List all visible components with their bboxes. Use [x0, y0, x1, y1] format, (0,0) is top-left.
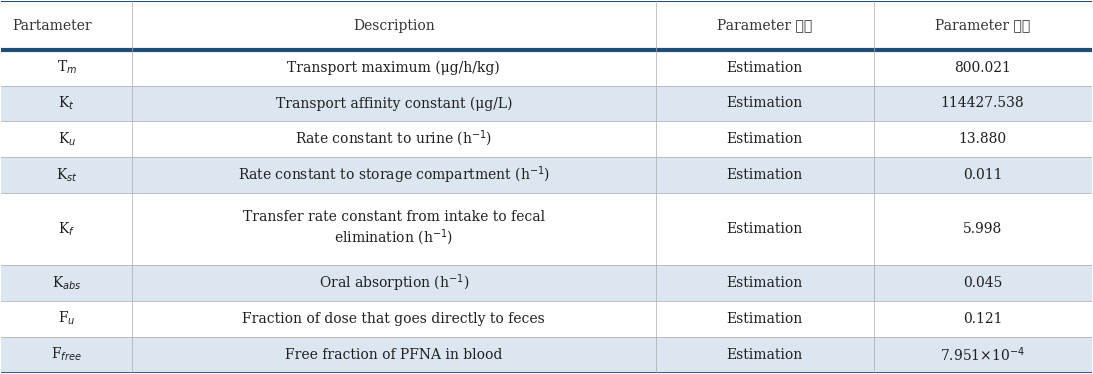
- Bar: [1, 157, 1092, 193]
- Bar: [1, 301, 1092, 337]
- Bar: [1, 50, 1092, 86]
- Text: Partameter: Partameter: [12, 19, 92, 33]
- Text: F$_{free}$: F$_{free}$: [51, 346, 82, 364]
- Text: Transport maximum (μg/h/kg): Transport maximum (μg/h/kg): [287, 60, 501, 75]
- Text: Estimation: Estimation: [727, 61, 802, 74]
- Text: 0.121: 0.121: [963, 312, 1002, 326]
- Bar: [1, 265, 1092, 301]
- Bar: [873, 1, 1092, 50]
- Text: Description: Description: [353, 19, 435, 33]
- Bar: [1, 193, 1092, 265]
- Bar: [132, 1, 656, 50]
- Text: Free fraction of PFNA in blood: Free fraction of PFNA in blood: [285, 348, 503, 362]
- Text: K$_u$: K$_u$: [58, 131, 75, 148]
- Text: Estimation: Estimation: [727, 96, 802, 110]
- Text: K$_{abs}$: K$_{abs}$: [52, 274, 82, 292]
- Text: Parameter 산출: Parameter 산출: [717, 19, 812, 33]
- Text: 7.951×10$^{-4}$: 7.951×10$^{-4}$: [940, 345, 1025, 364]
- Text: 114427.538: 114427.538: [941, 96, 1024, 110]
- Text: Estimation: Estimation: [727, 132, 802, 146]
- Bar: [656, 1, 873, 50]
- Text: Estimation: Estimation: [727, 348, 802, 362]
- Text: 5.998: 5.998: [963, 222, 1002, 236]
- Bar: [1, 86, 1092, 122]
- Text: Transfer rate constant from intake to fecal
elimination (h$^{-1}$): Transfer rate constant from intake to fe…: [243, 211, 545, 248]
- Text: 13.880: 13.880: [959, 132, 1007, 146]
- Bar: [1, 337, 1092, 373]
- Text: 0.011: 0.011: [963, 168, 1002, 182]
- Text: Estimation: Estimation: [727, 168, 802, 182]
- Text: 800.021: 800.021: [954, 61, 1011, 74]
- Text: F$_u$: F$_u$: [58, 310, 75, 328]
- Text: Rate constant to storage compartment (h$^{-1}$): Rate constant to storage compartment (h$…: [238, 165, 550, 186]
- Text: K$_f$: K$_f$: [58, 220, 75, 238]
- Bar: [1, 122, 1092, 157]
- Text: Estimation: Estimation: [727, 276, 802, 290]
- Text: Rate constant to urine (h$^{-1}$): Rate constant to urine (h$^{-1}$): [295, 129, 493, 150]
- Text: K$_t$: K$_t$: [59, 95, 75, 112]
- Text: Parameter 산출: Parameter 산출: [935, 19, 1031, 33]
- Text: Estimation: Estimation: [727, 222, 802, 236]
- Text: K$_{st}$: K$_{st}$: [56, 166, 78, 184]
- Text: Transport affinity constant (μg/L): Transport affinity constant (μg/L): [275, 96, 513, 111]
- Text: Fraction of dose that goes directly to feces: Fraction of dose that goes directly to f…: [243, 312, 545, 326]
- Text: Estimation: Estimation: [727, 312, 802, 326]
- Text: Oral absorption (h$^{-1}$): Oral absorption (h$^{-1}$): [319, 272, 469, 294]
- Text: T$_m$: T$_m$: [57, 59, 77, 76]
- Text: 0.045: 0.045: [963, 276, 1002, 290]
- Bar: [1, 1, 132, 50]
